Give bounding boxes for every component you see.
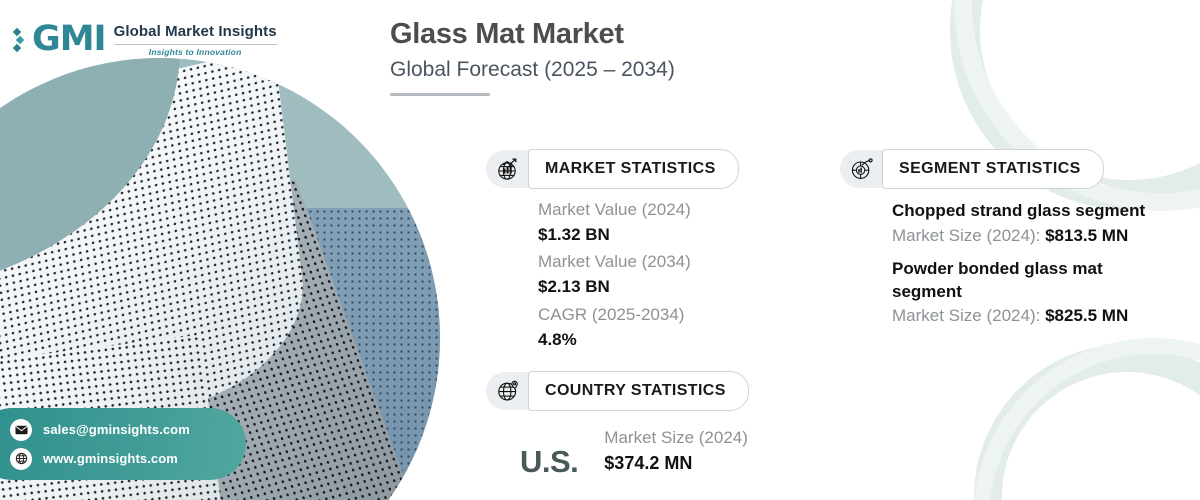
segment-statistics-block: SEGMENT STATISTICS Chopped strand glass …: [840, 149, 1172, 339]
logo-company-name: Global Market Insights: [113, 23, 277, 41]
segment-statistics-list: Chopped strand glass segment Market Size…: [840, 200, 1172, 329]
page-title: Glass Mat Market: [390, 18, 624, 50]
logo-diamond-icon: [12, 27, 25, 52]
segment-1-figure: Market Size (2024): $813.5 MN: [892, 223, 1172, 249]
segment-1-value: $813.5 MN: [1045, 225, 1129, 245]
segment-2-figure: Market Size (2024): $825.5 MN: [892, 303, 1172, 329]
contact-email-row[interactable]: sales@gminsights.com: [10, 418, 246, 441]
segment-1-name: Chopped strand glass segment: [892, 201, 1146, 220]
market-value-2034-label: Market Value (2034): [538, 252, 691, 272]
country-statistics-row: U.S. Market Size (2024) $374.2 MN: [486, 426, 749, 477]
cagr-label: CAGR (2025-2034): [538, 304, 685, 324]
segment-statistics-label: SEGMENT STATISTICS: [882, 149, 1104, 189]
market-statistics-list: Market Value (2024) $1.32 BN Market Valu…: [486, 198, 739, 351]
cagr-value: 4.8%: [538, 329, 577, 349]
globe-pin-icon: [486, 372, 530, 410]
country-market-size-label: Market Size (2024): [604, 428, 748, 447]
envelope-icon: [10, 418, 32, 441]
logo-wordmark: Global Market Insights Insights to Innov…: [113, 22, 277, 57]
segment-2-name: Powder bonded glass mat segment: [892, 259, 1103, 301]
gmi-logo[interactable]: GMI Global Market Insights Insights to I…: [12, 19, 277, 59]
logo-tagline: Insights to Innovation: [148, 46, 242, 57]
globe-icon: [10, 447, 32, 470]
segment-statistics-header: SEGMENT STATISTICS: [840, 149, 1172, 189]
country-statistics-header: COUNTRY STATISTICS: [486, 371, 749, 411]
country-name: U.S.: [520, 443, 579, 479]
contact-pill: sales@gminsights.com www.gminsights.com: [0, 408, 246, 480]
contact-email: sales@gminsights.com: [43, 422, 190, 437]
globe-bar-chart-icon: [486, 150, 530, 188]
market-statistics-block: MARKET STATISTICS Market Value (2024) $1…: [486, 149, 739, 355]
country-figures: Market Size (2024) $374.2 MN: [604, 426, 748, 477]
country-statistics-block: COUNTRY STATISTICS U.S. Market Size (202…: [486, 371, 749, 477]
market-value-2024-value: $1.32 BN: [538, 224, 610, 244]
logo-mark: GMI: [32, 19, 107, 59]
segment-2-value: $825.5 MN: [1045, 306, 1129, 326]
market-value-2034-value: $2.13 BN: [538, 277, 610, 297]
contact-website-row[interactable]: www.gminsights.com: [10, 447, 246, 470]
title-underline: [390, 92, 490, 96]
header: Glass Mat Market Global Forecast (2025 –…: [390, 18, 675, 96]
page-subtitle: Global Forecast (2025 – 2034): [390, 58, 675, 82]
segment-1-label: Market Size (2024):: [892, 225, 1041, 245]
contact-website: www.gminsights.com: [43, 451, 178, 466]
market-statistics-header: MARKET STATISTICS: [486, 149, 739, 189]
country-market-size-value: $374.2 MN: [604, 452, 693, 473]
market-value-2024-label: Market Value (2024): [538, 200, 691, 219]
decorative-ring-bottom-right-outer: [973, 338, 1200, 500]
segment-2-label: Market Size (2024):: [892, 306, 1041, 326]
donut-chart-icon: [840, 150, 884, 188]
decorative-ring-bottom-right: [974, 344, 1200, 500]
market-statistics-label: MARKET STATISTICS: [528, 149, 739, 189]
logo-divider: [113, 43, 277, 45]
country-statistics-label: COUNTRY STATISTICS: [528, 371, 749, 411]
